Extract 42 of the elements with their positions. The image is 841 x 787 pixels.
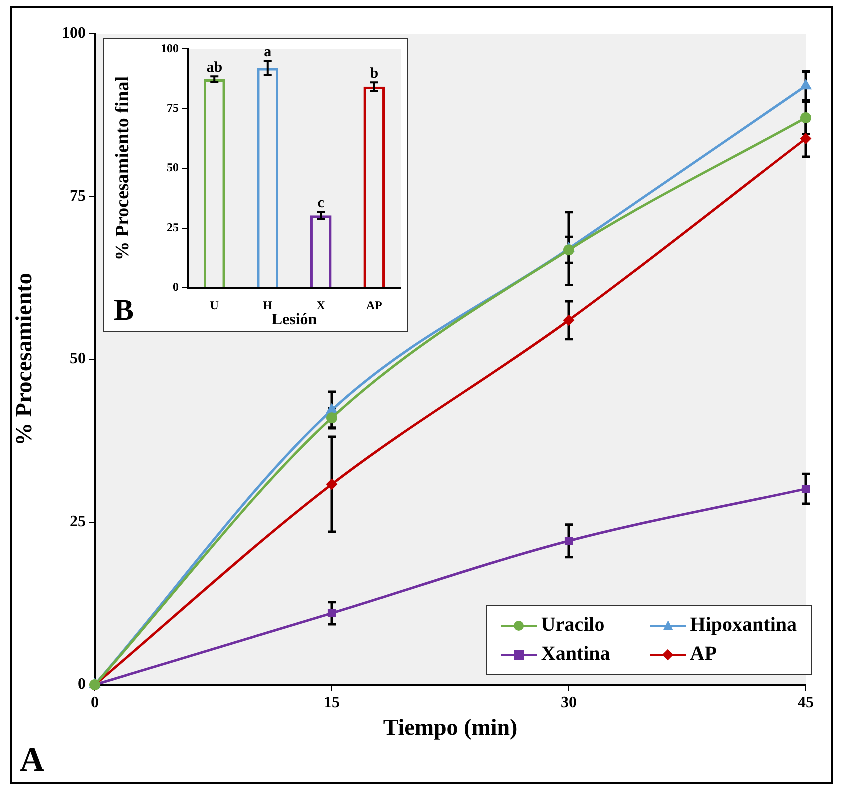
point [800, 112, 812, 124]
y-tick-label: 50 [70, 350, 86, 368]
y-tick-label: 75 [167, 100, 179, 115]
text: A [20, 742, 45, 780]
point [328, 609, 336, 618]
x-tick-label: U [210, 298, 220, 312]
annotation: b [370, 66, 379, 82]
annotation: c [318, 195, 325, 212]
point [564, 537, 574, 546]
x-tick-label: AP [366, 298, 382, 312]
x-tick-label: 0 [91, 694, 99, 712]
point [326, 412, 338, 424]
x-axis-title: Tiempo (min) [383, 715, 518, 740]
legend-label: Xantina [541, 643, 610, 666]
y-tick-label: 0 [173, 280, 179, 294]
legend-label: Uracilo [541, 614, 605, 637]
point [800, 133, 812, 144]
y-tick-label: 75 [70, 188, 86, 205]
y-tick-label: 0 [78, 676, 86, 694]
y-tick-label: 100 [62, 25, 86, 42]
y-tick-label: 25 [167, 220, 179, 234]
annotation: a [264, 44, 272, 61]
x-tick-label: 45 [798, 694, 814, 712]
legend-label: Hipoxantina [690, 614, 797, 637]
x-tick-label: 30 [561, 694, 577, 712]
legend-label: AP [690, 643, 717, 666]
point [326, 478, 338, 490]
y-tick-label: 100 [161, 41, 179, 56]
point [564, 314, 574, 326]
x-tick-label: 15 [324, 694, 340, 712]
point [802, 485, 810, 494]
y-tick-label: 25 [70, 513, 86, 530]
point [800, 80, 812, 90]
annotation: ab [206, 60, 223, 76]
annotation: B [114, 294, 134, 327]
y-axis-title: % Procesamiento [12, 273, 37, 446]
x-tick-label: H [263, 298, 274, 312]
point [564, 244, 574, 256]
y-axis-title: % Procesamiento final [112, 76, 134, 261]
x-axis-title: Lesión [272, 312, 318, 329]
x-tick-label: X [316, 298, 326, 312]
y-tick-label: 50 [167, 160, 179, 175]
